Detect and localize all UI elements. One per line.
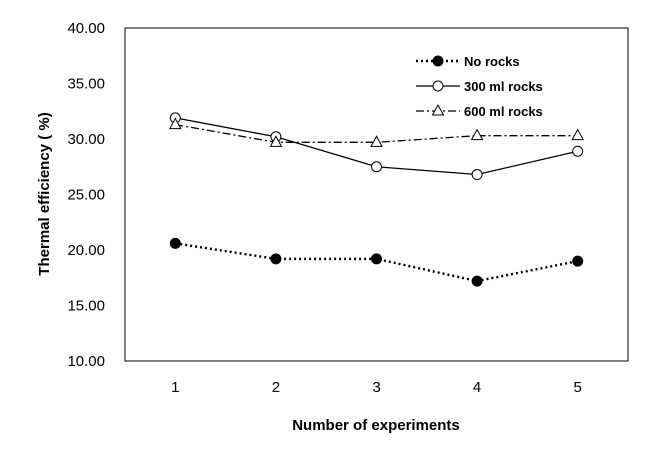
legend-label: No rocks xyxy=(464,54,520,69)
data-point xyxy=(169,237,181,249)
y-tick-label: 20.00 xyxy=(67,242,105,259)
series-layer xyxy=(168,112,585,287)
data-point xyxy=(270,253,282,265)
legend-marker xyxy=(431,103,445,116)
y-tick-label: 30.00 xyxy=(67,131,105,148)
data-point xyxy=(470,128,484,141)
data-point xyxy=(269,135,283,147)
series-3 xyxy=(168,117,585,147)
legend-marker xyxy=(432,80,444,92)
x-tick-label: 2 xyxy=(272,379,280,396)
legend-marker xyxy=(432,55,444,67)
y-axis: 10.00 15.00 20.00 25.00 30.00 35.00 40.00 xyxy=(67,20,105,370)
y-tick-label: 40.00 xyxy=(67,20,105,37)
y-tick-label: 15.00 xyxy=(67,298,105,315)
plot-area-frame xyxy=(124,27,629,362)
data-point xyxy=(370,135,383,147)
y-tick-label: 10.00 xyxy=(67,353,105,370)
legend: No rocks 300 ml rocks 600 ml rocks xyxy=(416,54,543,119)
data-point xyxy=(371,161,382,173)
data-point xyxy=(471,169,483,181)
data-point xyxy=(168,117,182,130)
legend-label: 300 ml rocks xyxy=(464,79,543,94)
x-tick-label: 4 xyxy=(473,379,481,396)
data-point xyxy=(572,255,584,267)
series-line xyxy=(175,123,578,143)
y-axis-title: Thermal efficiency ( %) xyxy=(36,112,53,275)
x-tick-label: 3 xyxy=(372,379,380,396)
x-axis: 1 2 3 4 5 xyxy=(171,379,582,396)
series-1 xyxy=(169,237,584,287)
y-tick-label: 35.00 xyxy=(67,76,105,93)
x-axis-title: Number of experiments xyxy=(292,417,460,434)
x-tick-label: 1 xyxy=(171,379,179,396)
legend-label: 600 ml rocks xyxy=(464,104,543,119)
data-point xyxy=(572,145,584,157)
x-tick-label: 5 xyxy=(574,379,582,396)
data-point xyxy=(571,128,585,141)
data-point xyxy=(371,253,382,265)
data-point xyxy=(471,275,483,287)
series-2 xyxy=(169,112,584,181)
y-tick-label: 25.00 xyxy=(67,187,105,204)
